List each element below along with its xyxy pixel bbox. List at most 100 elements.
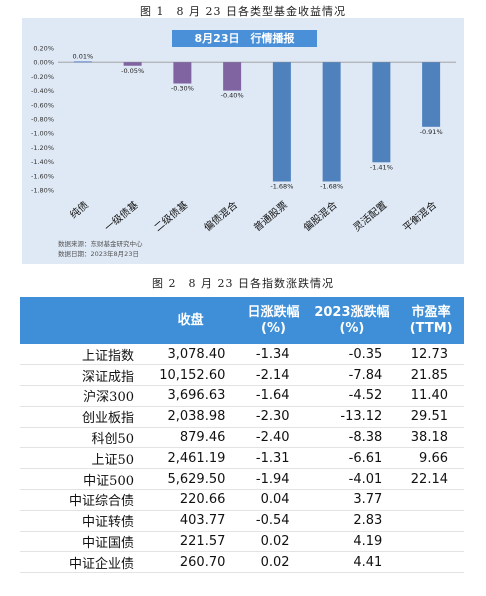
day-change-cell: -2.14 <box>255 367 290 383</box>
close-cell: 403.77 <box>179 513 226 529</box>
pe-ratio-cell <box>398 490 464 511</box>
chart-date-line: 数据日期：2023年8月23日 <box>58 250 139 258</box>
data-label: -0.91% <box>420 128 443 136</box>
data-label: -0.30% <box>171 85 194 93</box>
pe-ratio-cell: 11.40 <box>410 388 448 404</box>
index-name-cell: 科创50 <box>91 432 134 448</box>
data-label: -0.05% <box>121 67 144 75</box>
pe-ratio-cell: 38.18 <box>410 430 448 446</box>
day-change-cell: -0.54 <box>255 513 290 529</box>
index-name-cell: 上证50 <box>91 452 134 468</box>
y-tick-label: -1.00% <box>31 130 54 138</box>
close-cell: 10,152.60 <box>159 367 226 383</box>
bar <box>73 61 92 63</box>
bar <box>123 62 142 66</box>
table-row: 上证指数 3,078.40 -1.34 -0.35 12.73 <box>20 344 464 365</box>
y-tick-label: -0.40% <box>31 87 54 95</box>
table-row: 深证成指 10,152.60 -2.14 -7.84 21.85 <box>20 365 464 386</box>
x-category-label: 一级债基 <box>102 198 141 234</box>
table-row: 创业板指 2,038.98 -2.30 -13.12 29.51 <box>20 406 464 428</box>
table-row: 沪深300 3,696.63 -1.64 -4.52 11.40 <box>20 386 464 407</box>
ytd-change-cell: -6.61 <box>348 450 383 466</box>
ytd-change-cell: -0.35 <box>348 346 383 362</box>
table-row: 中证500 5,629.50 -1.94 -4.01 22.14 <box>20 469 464 490</box>
table-header-row: 收盘 日涨跌幅 (%) 2023涨跌幅 (%) 市盈率 (TTM) <box>20 297 464 344</box>
bar <box>223 62 242 91</box>
close-cell: 2,038.98 <box>167 409 226 425</box>
table-row: 中证转债 403.77 -0.54 2.83 <box>20 510 464 532</box>
y-tick-label: 0.00% <box>33 59 54 67</box>
bar <box>422 62 441 127</box>
chart-title: 8月23日 行情播报 <box>172 30 317 47</box>
y-tick-label: -0.60% <box>31 101 54 109</box>
ytd-change-cell: 4.19 <box>353 534 383 550</box>
ytd-change-cell: 3.77 <box>353 492 383 508</box>
ytd-change-cell: -7.84 <box>348 367 383 383</box>
pe-ratio-cell: 29.51 <box>410 409 448 425</box>
x-category-label: 普通股票 <box>251 198 290 234</box>
bar <box>173 62 192 84</box>
table-row: 中证国债 221.57 0.02 4.19 <box>20 531 464 552</box>
data-label: 0.01% <box>73 52 94 60</box>
x-category-label: 纯债 <box>67 198 91 221</box>
index-name-cell: 中证500 <box>83 473 134 489</box>
day-change-cell: -1.64 <box>255 388 290 404</box>
index-name-cell: 中证企业债 <box>68 556 134 572</box>
header-close: 收盘 <box>177 312 204 328</box>
close-cell: 3,078.40 <box>167 346 226 362</box>
day-change-cell: -1.31 <box>255 450 290 466</box>
close-cell: 2,461.19 <box>167 450 226 466</box>
pe-ratio-cell <box>398 510 464 531</box>
figure-1-caption: 图 1 8 月 23 日各类型基金收益情况 <box>140 5 346 18</box>
day-change-cell: -2.30 <box>255 409 290 425</box>
day-change-cell: 0.02 <box>260 554 290 570</box>
data-label: -0.40% <box>221 92 244 100</box>
day-change-cell: -2.40 <box>255 430 290 446</box>
close-cell: 260.70 <box>179 554 226 570</box>
index-name-cell: 创业板指 <box>81 411 134 427</box>
close-cell: 221.57 <box>179 534 226 550</box>
y-tick-label: -1.60% <box>31 172 54 180</box>
table-row: 上证50 2,461.19 -1.31 -6.61 9.66 <box>20 448 464 469</box>
close-cell: 879.46 <box>179 430 226 446</box>
y-tick-label: -1.80% <box>31 187 54 195</box>
ytd-change-cell: -8.38 <box>348 430 383 446</box>
index-name-cell: 中证综合债 <box>68 494 134 510</box>
y-tick-label: -0.20% <box>31 73 54 81</box>
ytd-change-cell: 4.41 <box>353 554 383 570</box>
index-name-cell: 中证国债 <box>81 536 134 552</box>
x-category-label: 平衡混合 <box>400 198 439 234</box>
bar <box>372 62 391 163</box>
table-row: 科创50 879.46 -2.40 -8.38 38.18 <box>20 427 464 448</box>
index-name-cell: 沪深300 <box>83 390 134 406</box>
figure-2-caption: 图 2 8 月 23 日各指数涨跌情况 <box>152 277 334 290</box>
pe-ratio-cell: 12.73 <box>410 346 448 362</box>
pe-ratio-cell: 21.85 <box>410 367 448 383</box>
y-tick-label: -1.40% <box>31 158 54 166</box>
header-pe-ratio: 市盈率 (TTM) <box>409 304 453 336</box>
table-row: 中证综合债 220.66 0.04 3.77 <box>20 490 464 511</box>
data-label: -1.41% <box>370 163 393 171</box>
bar <box>322 62 341 182</box>
ytd-change-cell: -4.01 <box>348 471 383 487</box>
pe-ratio-cell: 9.66 <box>419 450 448 466</box>
table-row: 中证企业债 260.70 0.02 4.41 <box>20 552 464 573</box>
day-change-cell: 0.04 <box>260 492 290 508</box>
pe-ratio-cell <box>398 552 464 573</box>
ytd-change-cell: -13.12 <box>340 409 383 425</box>
ytd-change-cell: -4.52 <box>348 388 383 404</box>
x-category-label: 二级债基 <box>151 198 190 234</box>
close-cell: 220.66 <box>179 492 226 508</box>
index-name-cell: 上证指数 <box>81 348 134 364</box>
y-tick-label: -1.20% <box>31 144 54 152</box>
day-change-cell: 0.02 <box>260 534 290 550</box>
y-tick-label: -0.80% <box>31 116 54 124</box>
x-category-label: 偏股混合 <box>301 198 340 234</box>
header-day-change: 日涨跌幅 (%) <box>247 304 300 336</box>
ytd-change-cell: 2.83 <box>353 513 383 529</box>
index-performance-table: 收盘 日涨跌幅 (%) 2023涨跌幅 (%) 市盈率 (TTM) 上证指数 3,078… <box>20 297 464 573</box>
chart-source-line: 数据来源：东财基金研究中心 <box>58 240 143 248</box>
index-name-cell: 深证成指 <box>81 369 134 385</box>
bar <box>272 62 291 182</box>
close-cell: 3,696.63 <box>167 388 226 404</box>
